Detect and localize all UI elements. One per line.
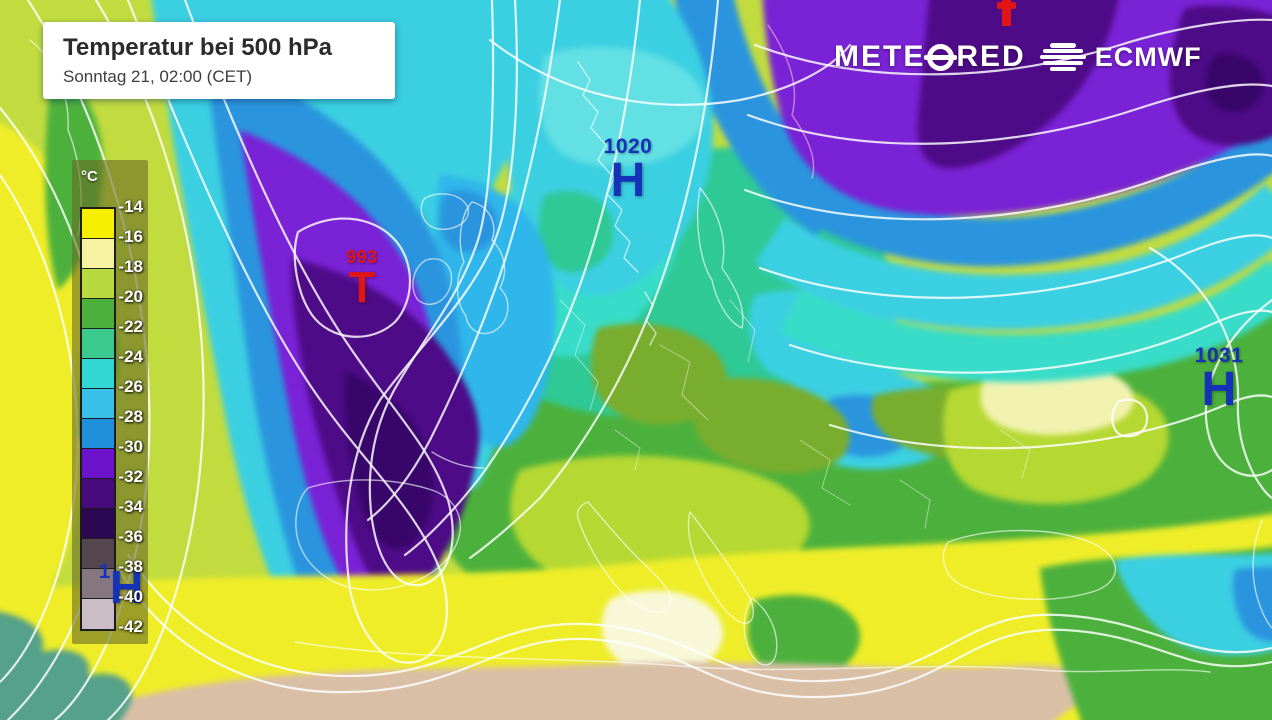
country-borders bbox=[559, 299, 1031, 529]
legend-label--16: -16 bbox=[118, 227, 143, 246]
legend-overlay-high-marker: H bbox=[110, 561, 144, 613]
legend-swatches bbox=[80, 207, 116, 631]
meteored-logo: METE RED bbox=[834, 40, 1026, 74]
legend-label--34: -34 bbox=[118, 497, 143, 516]
map-title-card: Temperatur bei 500 hPa Sonntag 21, 02:00… bbox=[43, 22, 395, 100]
meteored-o-icon bbox=[924, 43, 958, 71]
ecmwf-logo-text: ECMWF bbox=[1094, 41, 1202, 72]
legend-label--36: -36 bbox=[118, 527, 143, 546]
legend-swatch-7 bbox=[82, 389, 114, 419]
legend-swatch-11 bbox=[82, 509, 114, 539]
valid-time-label: Sonntag 21, 02:00 (CET) bbox=[63, 67, 253, 87]
cut-off-low-marker bbox=[997, 0, 1016, 26]
legend-label--14: -14 bbox=[118, 197, 143, 216]
temperature-legend: °C 1 H -14 -16 -18 -20 -22 -24 -26 -28 -30 -32 -34… bbox=[72, 160, 148, 644]
legend-swatch-5 bbox=[82, 329, 114, 359]
legend-unit-label: °C bbox=[81, 168, 98, 185]
legend-label--30: -30 bbox=[118, 437, 143, 456]
legend-swatch-10 bbox=[82, 479, 114, 509]
legend-overlay-high-partial-value: 1 bbox=[99, 561, 111, 583]
legend-label--22: -22 bbox=[118, 317, 143, 336]
legend-label--28: -28 bbox=[118, 407, 143, 426]
legend-label--40: -40 bbox=[118, 587, 143, 606]
legend-label--38: -38 bbox=[118, 557, 143, 576]
coastlines bbox=[29, 39, 1272, 673]
ecmwf-globe-icon bbox=[1039, 43, 1086, 71]
legend-swatch-13 bbox=[82, 569, 114, 599]
legend-labels: -14 -16 -18 -20 -22 -24 -26 -28 -30 -32 -34 -36 -38 -… bbox=[72, 160, 148, 644]
legend-swatch-12 bbox=[82, 539, 114, 569]
meteored-logo-text-left: METE bbox=[834, 40, 926, 73]
legend-swatch-6 bbox=[82, 359, 114, 389]
legend-swatch-9 bbox=[82, 449, 114, 479]
legend-swatch-3 bbox=[82, 269, 114, 299]
legend-swatch-1 bbox=[82, 209, 114, 239]
legend-swatch-2 bbox=[82, 239, 114, 269]
legend-label--20: -20 bbox=[118, 287, 143, 306]
page-title: Temperatur bei 500 hPa bbox=[63, 34, 332, 61]
legend-swatch-8 bbox=[82, 419, 114, 449]
legend-label--32: -32 bbox=[118, 467, 143, 486]
branding-bar: METE RED ECMWF bbox=[834, 40, 1202, 74]
legend-label--42: -42 bbox=[118, 617, 143, 636]
legend-swatch-14 bbox=[82, 599, 114, 629]
ecmwf-logo: ECMWF bbox=[1039, 41, 1202, 73]
meteored-logo-text-right: RED bbox=[956, 40, 1026, 73]
legend-label--18: -18 bbox=[118, 257, 143, 276]
northern-coast-pink bbox=[767, 24, 815, 179]
legend-swatch-4 bbox=[82, 299, 114, 329]
legend-label--26: -26 bbox=[118, 377, 143, 396]
legend-label--24: -24 bbox=[118, 347, 143, 366]
